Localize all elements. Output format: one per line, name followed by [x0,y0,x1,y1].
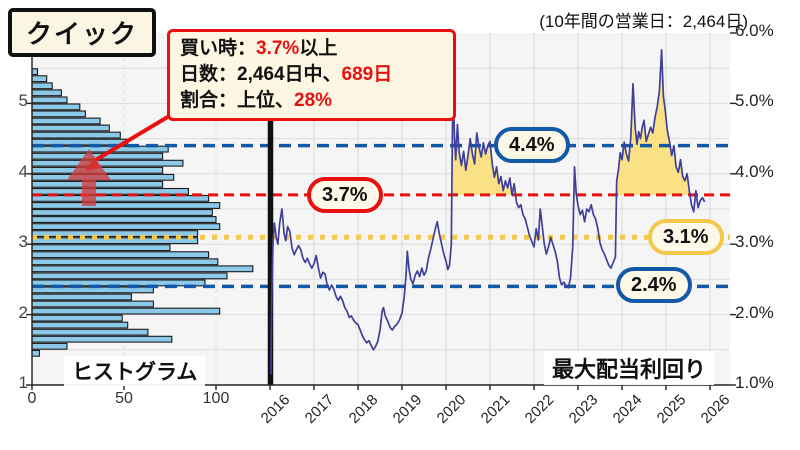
trading-days-note: (10年間の営業日：2,464日) [539,12,748,31]
left-axis-tick-4: 4 [18,161,28,181]
left-axis-tick-5: 5 [18,91,28,111]
right-axis-tick-2.0%: 2.0% [735,302,774,322]
annotation-pointer-line [92,110,178,163]
hist-axis-tick-0: 0 [27,390,37,407]
annotation-line: 日数：2,464日中、689日 [180,64,393,85]
histogram-bars [31,68,254,357]
quick-badge: クイック [8,8,157,57]
annotation-line: 割合：上位、28% [180,90,333,111]
threshold-label-4.4: 4.4% [494,127,570,163]
left-axis-tick-2: 2 [18,302,28,322]
threshold-label-3.7: 3.7% [307,177,383,213]
hist-axis-tick-50: 50 [115,390,133,407]
right-axis-tick-5.0%: 5.0% [735,91,774,111]
left-axis-tick-1: 1 [18,373,28,392]
histogram-title: ヒストグラム [64,356,206,386]
hist-axis-tick-100: 100 [202,390,230,407]
right-axis-tick-1.0%: 1.0% [735,373,774,392]
annotation-line: 買い時：3.7%以上 [180,38,338,59]
left-axis-tick-3: 3 [18,232,28,252]
series-title: 最大配当利回り [544,351,715,385]
buy-zone-arrow [67,149,111,206]
threshold-label-2.4: 2.4% [616,267,692,303]
buy-timing-annotation: 買い時：3.7%以上日数：2,464日中、689日 割合：上位、28% [167,29,456,121]
right-axis-tick-4.0%: 4.0% [735,161,774,181]
yield-line [270,49,706,375]
threshold-label-3.1: 3.1% [648,219,724,255]
right-axis-tick-3.0%: 3.0% [735,232,774,252]
right-axis-tick-6.0%: 6.0% [735,21,774,40]
